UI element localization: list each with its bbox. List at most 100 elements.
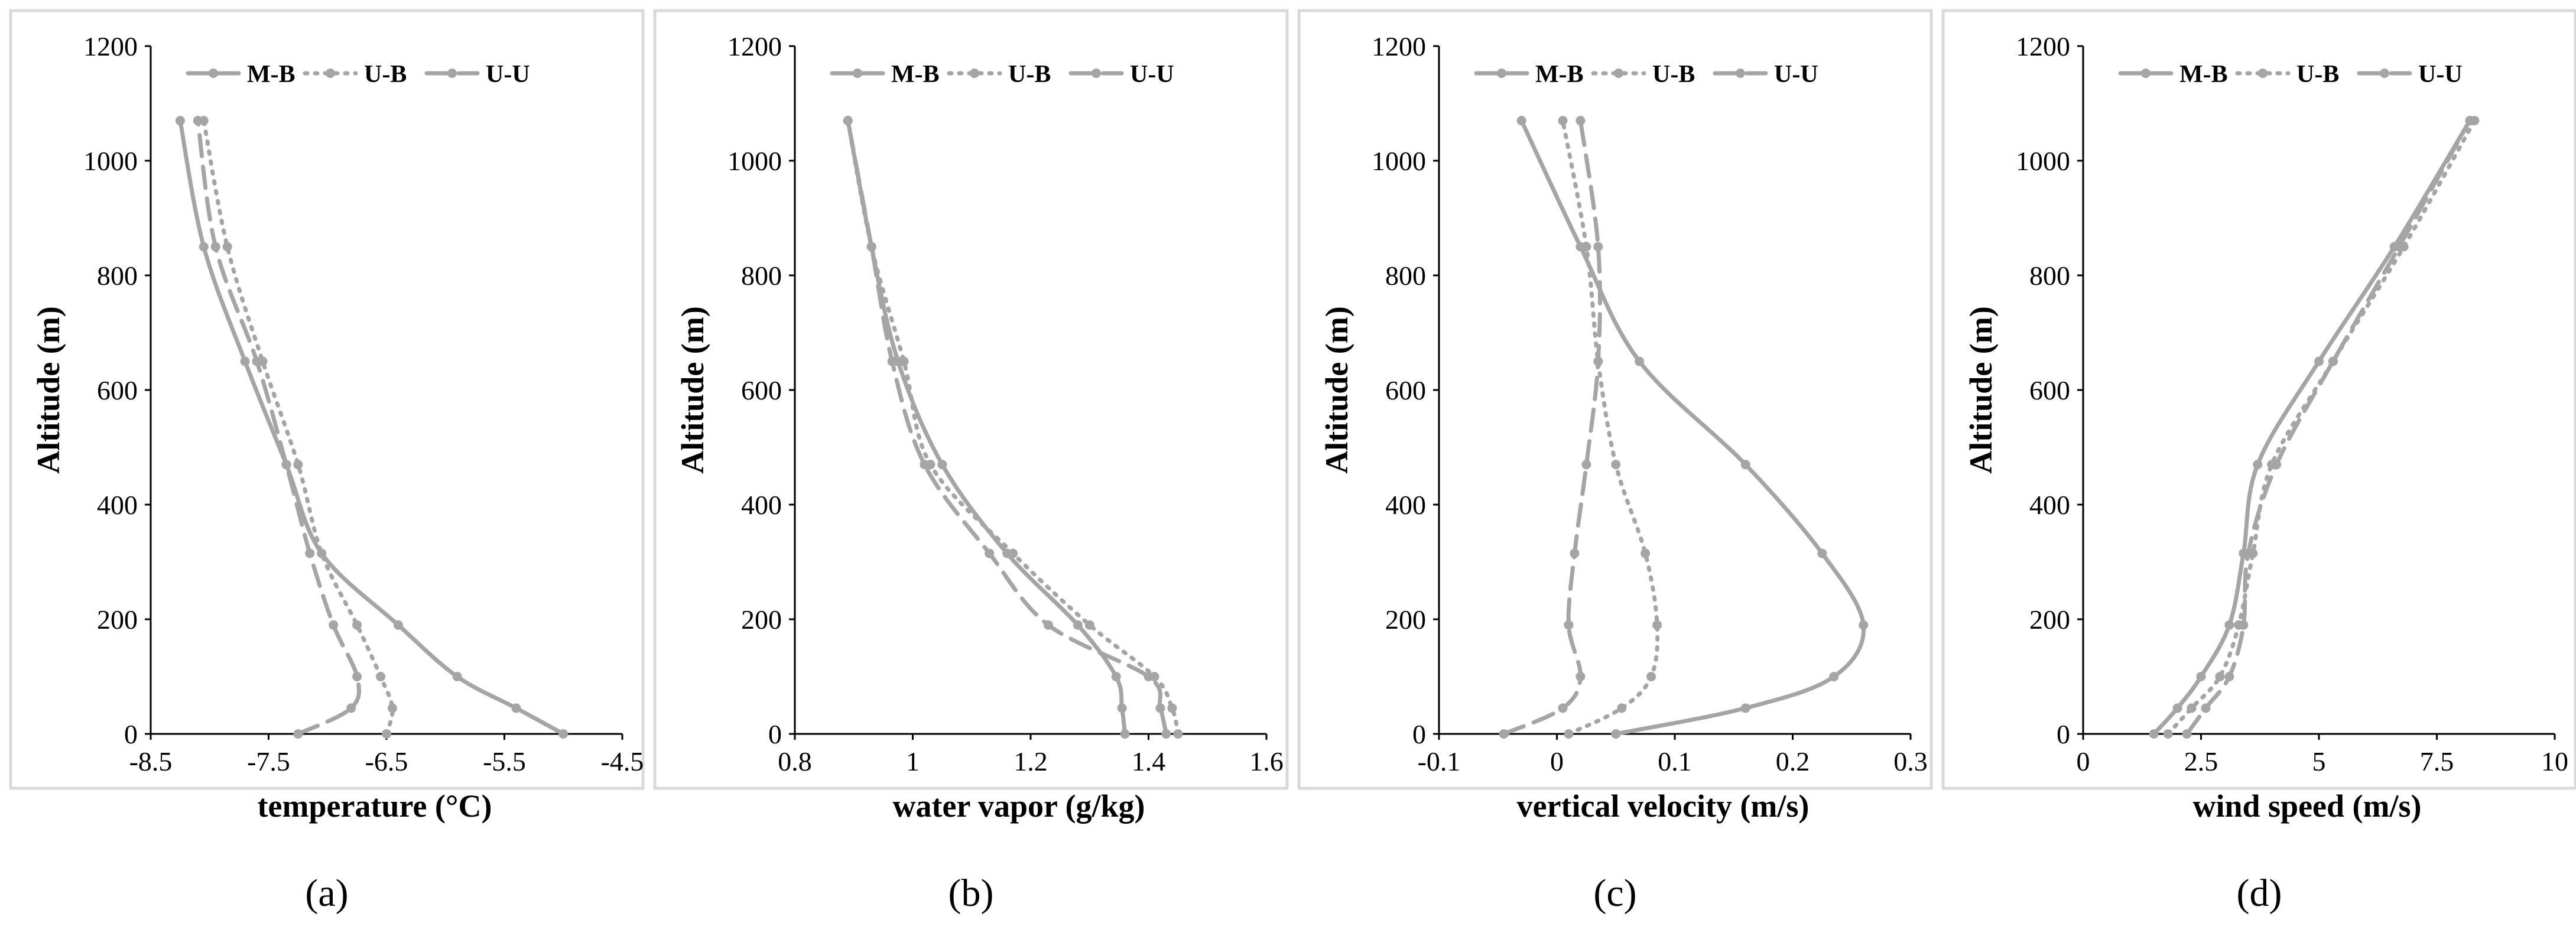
data-point-u-b bbox=[1646, 672, 1656, 681]
data-point-m-b bbox=[1635, 356, 1645, 366]
series-line-u-u bbox=[196, 118, 362, 736]
x-tick-label: 1.2 bbox=[1013, 746, 1048, 776]
x-axis-title: water vapor (g/kg) bbox=[893, 788, 1145, 824]
data-point-u-u bbox=[2465, 116, 2475, 126]
data-point-m-b bbox=[199, 242, 209, 252]
data-point-u-u bbox=[2224, 672, 2234, 681]
y-axis-title: Altitude (m) bbox=[1319, 306, 1354, 473]
data-point-m-b bbox=[2314, 356, 2324, 366]
y-tick-label: 0 bbox=[768, 719, 782, 749]
chart-panel-2: 0 200 400 600 800 1000 1200 0.8 1 1.2 1.4 1.6 water … bbox=[653, 9, 1289, 824]
data-point-u-u bbox=[1155, 703, 1165, 713]
legend-label: U-B bbox=[364, 61, 407, 88]
data-point-m-b bbox=[240, 356, 250, 366]
y-tick-label: 400 bbox=[1385, 490, 1426, 520]
data-point-u-u bbox=[2201, 703, 2211, 713]
legend-label: U-U bbox=[1774, 61, 1818, 88]
x-tick-label: 0.1 bbox=[1658, 746, 1692, 776]
x-tick-label: 1 bbox=[906, 746, 920, 776]
data-point-m-b bbox=[558, 729, 569, 739]
data-point-u-b bbox=[293, 460, 303, 470]
x-tick-label: -5.5 bbox=[483, 746, 526, 776]
x-tick-label: 0.8 bbox=[778, 746, 812, 776]
series-line-u-u bbox=[2185, 118, 2472, 736]
data-point-u-u bbox=[1564, 620, 1574, 630]
legend-marker bbox=[2258, 69, 2268, 78]
data-point-m-b bbox=[511, 703, 521, 713]
series-line-m-b bbox=[846, 118, 1128, 736]
panel-frame bbox=[1297, 9, 1933, 790]
data-point-u-b bbox=[1173, 729, 1183, 739]
data-point-u-b bbox=[2163, 729, 2173, 739]
x-tick-label: 1.6 bbox=[1249, 746, 1284, 776]
data-point-u-u bbox=[193, 116, 203, 126]
legend-marker bbox=[970, 69, 979, 78]
data-point-m-b bbox=[1611, 729, 1621, 739]
data-point-u-u bbox=[2239, 620, 2249, 630]
series-line-u-u bbox=[846, 118, 1168, 736]
panel-label: (a) bbox=[305, 872, 348, 915]
data-point-u-u bbox=[346, 703, 356, 713]
x-tick-label: 0.3 bbox=[1893, 746, 1928, 776]
series-line-m-b bbox=[2152, 118, 2472, 736]
y-tick-label: 0 bbox=[124, 719, 138, 749]
legend-label: U-B bbox=[2296, 61, 2339, 88]
panel-frame bbox=[1941, 9, 2576, 790]
y-tick-label: 600 bbox=[97, 375, 138, 405]
y-tick-label: 0 bbox=[2057, 719, 2070, 749]
data-point-u-u bbox=[985, 548, 995, 558]
y-tick-label: 600 bbox=[1385, 375, 1426, 405]
legend-label: U-U bbox=[2418, 61, 2463, 88]
chart-panel-1: 0 200 400 600 800 1000 1200 -8.5 -7.5 -6.5 -5.5 -4.… bbox=[9, 9, 645, 824]
y-tick-label: 1200 bbox=[1372, 31, 1426, 61]
data-point-u-b bbox=[317, 548, 327, 558]
data-point-m-b bbox=[937, 460, 947, 470]
data-point-u-b bbox=[1084, 620, 1094, 630]
x-tick-label: 1.4 bbox=[1132, 746, 1166, 776]
data-point-m-b bbox=[1073, 620, 1083, 630]
x-tick-label: -0.1 bbox=[1418, 746, 1461, 776]
data-point-m-b bbox=[1111, 672, 1121, 681]
x-tick-label: 5 bbox=[2312, 746, 2326, 776]
data-point-m-b bbox=[1740, 703, 1750, 713]
data-point-u-u bbox=[293, 729, 303, 739]
y-tick-label: 800 bbox=[97, 261, 138, 291]
series-line-u-b bbox=[202, 118, 395, 736]
series-line-m-b bbox=[178, 118, 566, 736]
y-tick-label: 800 bbox=[2029, 261, 2070, 291]
data-point-u-b bbox=[382, 729, 391, 739]
data-point-u-u bbox=[1144, 672, 1154, 681]
data-point-u-b bbox=[1611, 460, 1621, 470]
legend-marker bbox=[2380, 69, 2389, 78]
data-point-u-u bbox=[866, 242, 876, 252]
series-line-u-b bbox=[2166, 118, 2477, 736]
legend-marker bbox=[1736, 69, 1745, 78]
data-point-u-u bbox=[1576, 672, 1586, 681]
panel-frame bbox=[9, 9, 645, 790]
y-tick-label: 400 bbox=[97, 490, 138, 520]
data-point-u-b bbox=[1558, 116, 1568, 126]
legend-label: M-B bbox=[891, 61, 940, 88]
y-tick-label: 400 bbox=[2029, 490, 2070, 520]
y-tick-label: 200 bbox=[1385, 604, 1426, 635]
x-tick-label: 2.5 bbox=[2184, 746, 2218, 776]
legend-marker bbox=[326, 69, 335, 78]
data-point-u-u bbox=[2272, 460, 2282, 470]
data-point-u-b bbox=[1008, 548, 1018, 558]
data-point-u-b bbox=[1564, 729, 1574, 739]
y-tick-label: 0 bbox=[1412, 719, 1426, 749]
legend-marker bbox=[209, 69, 218, 78]
panel-label: (d) bbox=[2237, 872, 2282, 915]
legend-label: U-U bbox=[1130, 61, 1174, 88]
data-point-u-u bbox=[252, 356, 262, 366]
x-tick-label: -8.5 bbox=[129, 746, 173, 776]
data-point-u-b bbox=[376, 672, 386, 681]
y-tick-label: 600 bbox=[741, 375, 782, 405]
legend-marker bbox=[853, 69, 862, 78]
y-tick-label: 1200 bbox=[2016, 31, 2070, 61]
data-point-m-b bbox=[2149, 729, 2159, 739]
y-tick-label: 800 bbox=[1385, 261, 1426, 291]
legend-marker bbox=[2141, 69, 2151, 78]
